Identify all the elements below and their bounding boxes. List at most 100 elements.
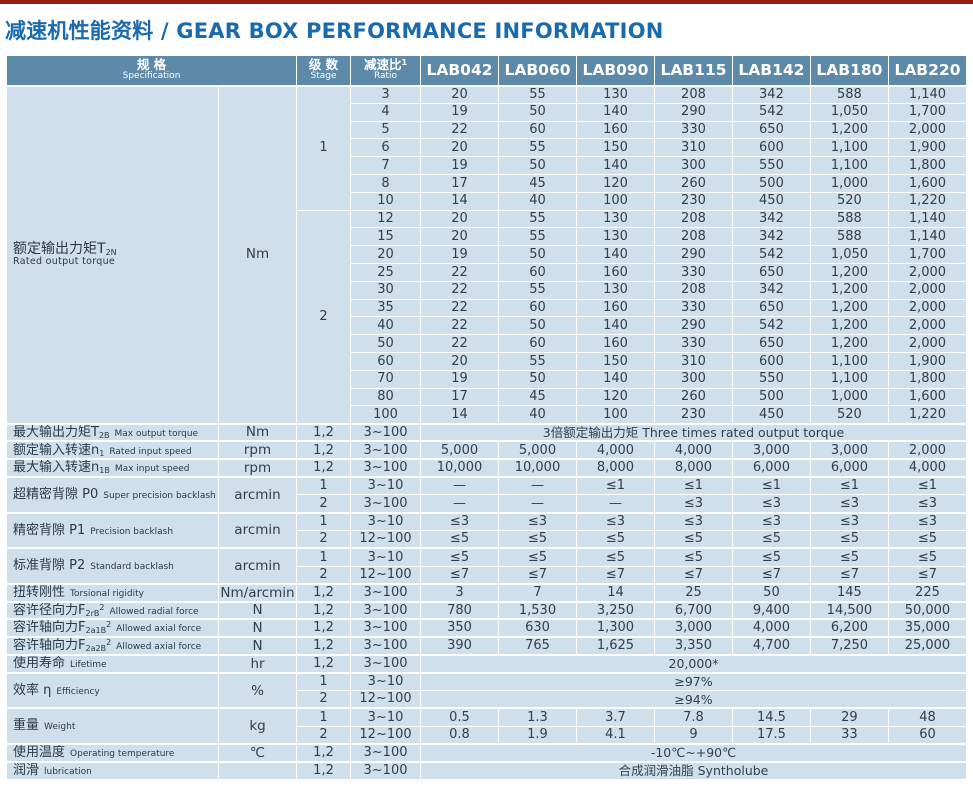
value-cell-lab142: 550: [731, 156, 811, 175]
value-cell-lab090: 4,000: [575, 440, 655, 460]
table-header-row: 规 格 Specification 级 数 Stage 减速比1 Ratio L…: [5, 55, 968, 86]
row-label-zh: 最大输入转速n1B: [13, 460, 110, 476]
value-cell-lab220: 1,800: [887, 369, 968, 389]
value-cell-lab115: 330: [653, 334, 733, 353]
ratio-cell: 10: [350, 191, 422, 211]
value-cell-lab115: 330: [653, 120, 733, 140]
value-cell-lab115: 330: [653, 262, 733, 282]
value-cell-lab180: 1,000: [809, 387, 889, 407]
value-cell-lab060: 630: [498, 618, 577, 638]
ratio-cell: 12~100: [350, 725, 422, 745]
table-row-rated-output-torque: 80 17 45 120 260 500 1,000 1,600: [7, 387, 968, 407]
value-cell-lab060: ≤7: [498, 565, 577, 585]
value-cell-lab142: ≤5: [731, 547, 811, 567]
value-cell-lab042: 17: [420, 387, 499, 407]
table-row-rated-output-torque: 35 22 60 160 330 650 1,200 2,000: [7, 298, 968, 318]
value-cell-lab090: 4.1: [575, 725, 655, 745]
table-row-rated-output-torque: 4 19 50 140 290 542 1,050 1,700: [7, 102, 968, 122]
value-cell-lab042: 22: [420, 120, 499, 140]
row-label-en: lubrication: [44, 767, 92, 778]
value-cell-lab060: 50: [498, 156, 577, 175]
value-cell-lab115: 230: [653, 191, 733, 211]
value-cell-lab220: 2,000: [887, 440, 968, 460]
table-row-p2-backlash: 标准背隙 P2 Standard backlash arcmin 1 3~10 ≤5 ≤5 ≤…: [6, 547, 968, 585]
stage-cell: 1: [296, 707, 352, 727]
table-row-rated-output-torque: 25 22 60 160 330 650 1,200 2,000: [7, 262, 968, 282]
value-cell-lab180: 1,200: [809, 280, 889, 300]
row-label-zh: 使用寿命: [13, 656, 66, 672]
value-cell-lab060: 50: [498, 369, 577, 389]
stage-cell: 1,2: [296, 458, 352, 478]
row-label-en: Max output torque: [114, 428, 199, 439]
table-row-p1-backlash: 2 12~100 ≤5 ≤5 ≤5 ≤5 ≤5 ≤5 ≤5: [7, 529, 968, 549]
value-cell-lab180: 1,200: [809, 334, 889, 353]
value-cell-lab220: 2,000: [887, 120, 968, 140]
table-row-rated-output-torque: 70 19 50 140 300 550 1,100 1,800: [7, 369, 968, 389]
value-cell-lab180: 1,200: [809, 298, 889, 318]
value-cell-lab090: 1,300: [575, 618, 655, 638]
ratio-cell: 3~10: [350, 547, 422, 567]
value-cell-lab180: 588: [809, 227, 889, 247]
table-row-allowed-axial-force-2: 容许轴向力F2a2B2 Allowed axial force N 1,2 3~100 3…: [6, 636, 968, 656]
value-cell-lab060: 60: [498, 120, 577, 140]
row-label-zh: 扭转刚性: [13, 584, 66, 600]
row-label-zh: 额定输入转速n1: [13, 442, 105, 458]
value-cell-lab220: 1,800: [887, 156, 968, 175]
value-cell-lab060: 1.9: [498, 725, 577, 745]
value-cell-lab142: 342: [731, 84, 811, 104]
value-cell-lab060: 55: [498, 209, 577, 229]
table-row-rated-output-torque: 100 14 40 100 230 450 520 1,220: [7, 405, 968, 425]
unit-cell: ℃: [217, 742, 298, 763]
row-label-max-output-torque: 最大输出力矩T2B Max output torque: [6, 422, 219, 442]
row-label-rated-input-speed: 额定输入转速n1 Rated input speed: [6, 440, 219, 460]
header-stage-zh: 级 数: [308, 57, 339, 73]
unit-cell: Nm: [217, 422, 298, 442]
value-cell-lab220: 1,600: [887, 387, 968, 407]
ratio-cell: 3~100: [350, 618, 422, 638]
value-cell-lab180: 520: [809, 405, 889, 425]
ratio-cell: 3~100: [350, 440, 422, 460]
ratio-cell: 40: [350, 316, 422, 336]
value-cell-lab180: 7,250: [809, 636, 889, 656]
table-row-rated-output-torque: 15 20 55 130 208 342 588 1,140: [7, 227, 968, 247]
value-cell-lab060: 1,530: [498, 600, 577, 620]
value-cell-lab220: 1,900: [887, 138, 968, 158]
row-label-p0-backlash: 超精密背隙 P0 Super precision backlash: [6, 476, 219, 514]
row-label-p1-backlash: 精密背隙 P1 Precision backlash: [6, 511, 219, 549]
table-row-max-output-torque: 最大输出力矩T2B Max output torque Nm 1,2 3~100 3倍额定…: [6, 422, 967, 442]
value-cell-lab042: 20: [420, 138, 499, 158]
value-cell-lab142: ≤5: [731, 529, 811, 549]
value-cell-lab115: ≤5: [653, 529, 733, 549]
ratio-cell: 4: [350, 102, 422, 122]
value-cell-lab115: 208: [653, 227, 733, 247]
ratio-cell: 3~10: [350, 511, 422, 531]
value-cell-lab090: 3.7: [575, 707, 655, 727]
value-cell-lab090: ≤5: [575, 529, 655, 549]
value-cell-lab060: 55: [498, 227, 577, 247]
gearbox-performance-table: 规 格 Specification 级 数 Stage 减速比1 Ratio L…: [5, 55, 968, 781]
value-cell-lab142: 500: [731, 387, 811, 407]
stage-cell: 1,2: [296, 742, 352, 763]
row-label-en: Torsional rigidity: [70, 588, 144, 599]
ratio-cell: 50: [350, 334, 422, 353]
stage-cell: 1: [296, 84, 352, 211]
value-cell-lab142: 542: [731, 102, 811, 122]
value-cell-lab220: 25,000: [887, 636, 968, 656]
header-model-lab180: LAB180: [809, 55, 889, 86]
value-cell-lab142: 342: [731, 280, 811, 300]
value-cell-lab115: 300: [653, 369, 733, 389]
value-cell-lab142: 650: [731, 262, 811, 282]
value-cell-lab142: 600: [731, 138, 811, 158]
value-cell-lab142: 9,400: [731, 600, 811, 620]
stage-cell: 1,2: [296, 422, 352, 442]
row-label-p2-backlash: 标准背隙 P2 Standard backlash: [6, 547, 219, 585]
value-cell-lab090: 140: [575, 369, 655, 389]
value-cell-lab042: 22: [420, 334, 499, 353]
value-cell-lab220: 1,140: [887, 227, 968, 247]
row-label-zh: 标准背隙 P2: [13, 558, 86, 574]
table-row-p0-backlash: 超精密背隙 P0 Super precision backlash arcmin 1 3…: [6, 476, 968, 514]
row-label-en: Rated input speed: [109, 446, 192, 457]
table-row-rated-input-speed: 额定输入转速n1 Rated input speed rpm 1,2 3~100 5,00…: [6, 440, 968, 460]
value-span-cell: 3倍额定输出力矩 Three times rated output torque: [420, 422, 967, 442]
ratio-cell: 12: [350, 209, 422, 229]
